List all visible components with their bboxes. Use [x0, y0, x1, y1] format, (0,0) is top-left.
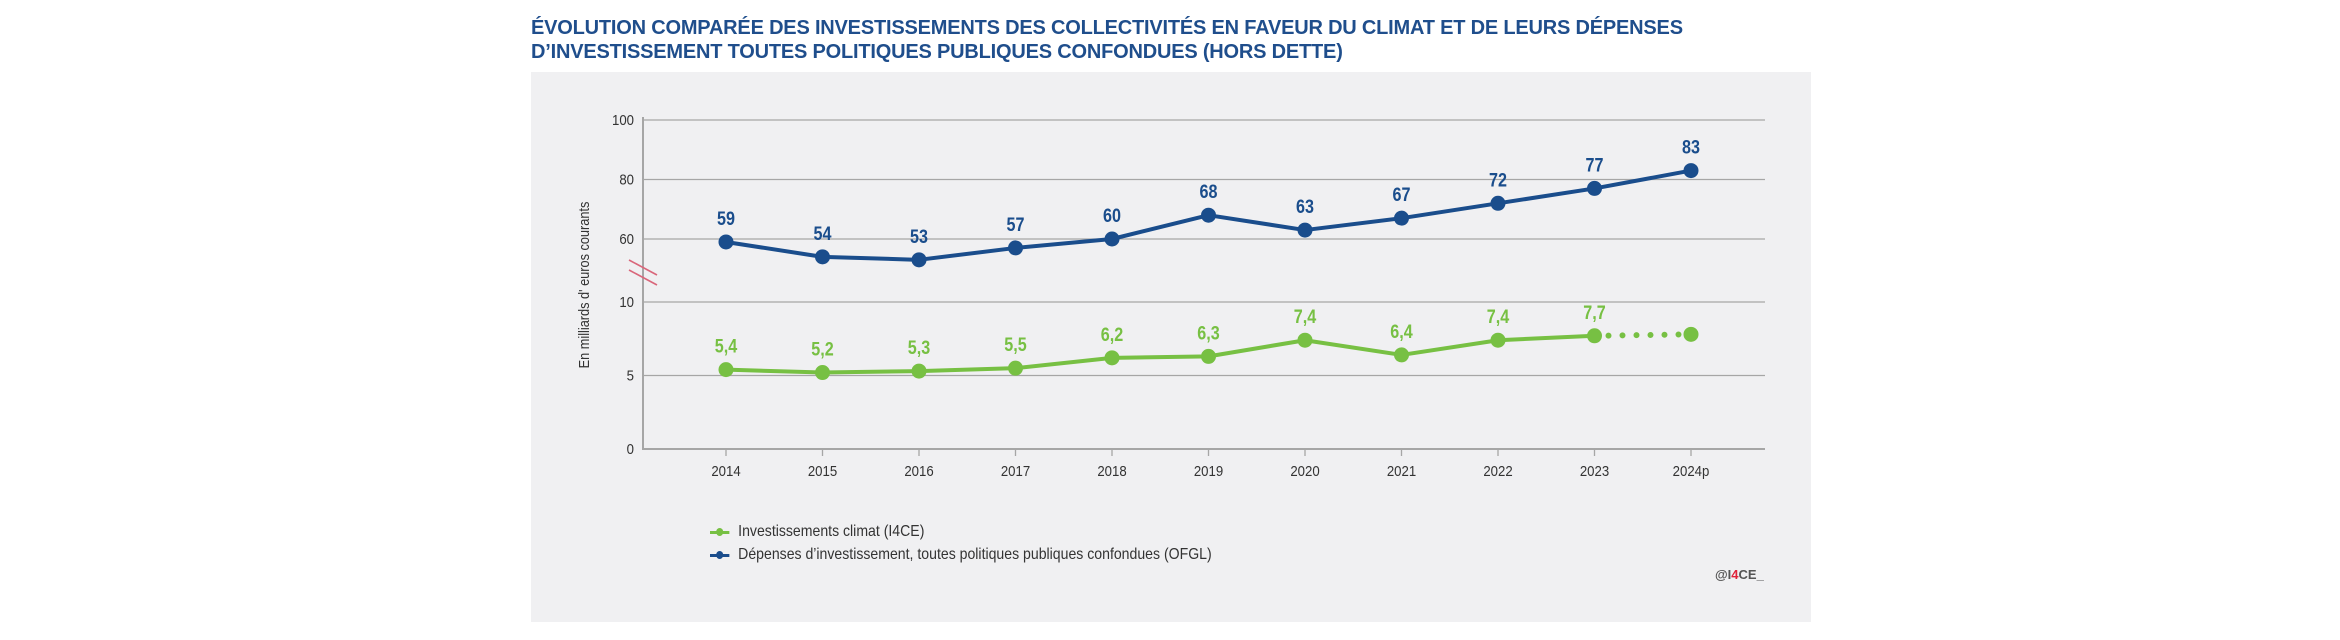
- legend-item-climate: Investissements climat (I4CE): [710, 520, 1212, 543]
- data-label: 57: [1007, 214, 1025, 236]
- legend-label-climate: Investissements climat (I4CE): [738, 523, 925, 540]
- chart-title-line-2: D’INVESTISSEMENT TOUTES POLITIQUES PUBLI…: [531, 41, 1343, 63]
- data-label: 7,7: [1583, 302, 1606, 324]
- data-label: 5,3: [908, 337, 931, 359]
- data-label: 5,4: [715, 335, 738, 357]
- credit-accent: 4: [1731, 567, 1739, 582]
- data-point: [1201, 207, 1216, 223]
- y-tick-label: 10: [619, 293, 634, 310]
- data-point: [1297, 332, 1313, 348]
- x-tick-label: 2015: [808, 462, 837, 479]
- y-axis-title: En milliards d' euros courants: [575, 202, 592, 369]
- x-tick-label: 2024p: [1673, 462, 1710, 479]
- x-tick-label: 2021: [1387, 462, 1416, 479]
- legend-label-total-investment: Dépenses d’investissement, toutes politi…: [738, 546, 1212, 563]
- data-label: 59: [717, 208, 735, 230]
- data-label: 77: [1586, 154, 1604, 176]
- series-projection-line: [1591, 331, 1694, 339]
- data-point: [1490, 195, 1506, 211]
- data-label: 68: [1200, 181, 1218, 203]
- data-point: [1201, 348, 1216, 364]
- data-point: [1587, 328, 1602, 344]
- data-label: 53: [910, 226, 928, 248]
- data-label: 83: [1682, 136, 1700, 158]
- data-point: [815, 365, 830, 381]
- legend-marker-blue-icon: [710, 548, 730, 562]
- data-point: [1683, 163, 1699, 179]
- axis-break-icon: [628, 259, 658, 276]
- source-credit: @I4CE_: [1715, 567, 1764, 582]
- data-label: 67: [1393, 184, 1411, 206]
- data-label: 6,3: [1197, 322, 1220, 344]
- x-tick-label: 2016: [904, 462, 933, 479]
- data-label: 72: [1489, 169, 1507, 191]
- y-tick-label: 80: [619, 171, 634, 188]
- y-tick-label: 0: [627, 440, 634, 457]
- chart-title-line-1: ÉVOLUTION COMPARÉE DES INVESTISSEMENTS D…: [531, 17, 1683, 39]
- data-point: [911, 363, 927, 379]
- data-point: [1490, 332, 1506, 348]
- y-tick-label: 60: [619, 230, 634, 247]
- data-label: 63: [1296, 196, 1314, 218]
- data-label: 54: [814, 223, 832, 245]
- data-point: [911, 252, 927, 268]
- chart-title: ÉVOLUTION COMPARÉE DES INVESTISSEMENTS D…: [531, 16, 1831, 64]
- data-point: [718, 362, 734, 378]
- x-tick-label: 2020: [1290, 462, 1319, 479]
- data-point: [1297, 222, 1313, 238]
- legend-item-total-investment: Dépenses d’investissement, toutes politi…: [710, 543, 1212, 566]
- data-point: [1394, 347, 1409, 363]
- x-tick-label: 2019: [1194, 462, 1223, 479]
- data-point: [1394, 210, 1409, 226]
- series-line: [725, 333, 1595, 375]
- chart-panel: [531, 72, 1811, 622]
- data-label: 7,4: [1294, 306, 1317, 328]
- data-point: [1008, 360, 1023, 376]
- legend-marker-green-icon: [710, 525, 730, 539]
- x-tick-label: 2014: [711, 462, 740, 479]
- data-point: [1104, 231, 1120, 247]
- x-tick-label: 2022: [1483, 462, 1512, 479]
- x-tick-label: 2017: [1001, 462, 1030, 479]
- data-label: 6,2: [1101, 324, 1124, 346]
- data-label: 60: [1103, 205, 1121, 227]
- data-point: [718, 234, 734, 250]
- credit-suffix: CE_: [1738, 567, 1764, 582]
- data-label: 5,5: [1004, 334, 1027, 356]
- data-label: 6,4: [1390, 321, 1413, 343]
- data-point: [1104, 350, 1120, 366]
- data-point: [1683, 326, 1699, 342]
- y-tick-label: 100: [612, 111, 634, 128]
- data-point: [1587, 180, 1602, 196]
- credit-prefix: @I: [1715, 567, 1732, 582]
- data-label: 7,4: [1487, 306, 1510, 328]
- x-tick-label: 2023: [1580, 462, 1609, 479]
- y-tick-label: 5: [627, 367, 634, 384]
- legend: Investissements climat (I4CE) Dépenses d…: [710, 520, 1212, 566]
- data-point: [815, 249, 830, 265]
- axis-break-icon: [628, 269, 658, 286]
- data-point: [1008, 240, 1023, 256]
- x-tick-label: 2018: [1097, 462, 1126, 479]
- data-label: 5,2: [811, 338, 834, 360]
